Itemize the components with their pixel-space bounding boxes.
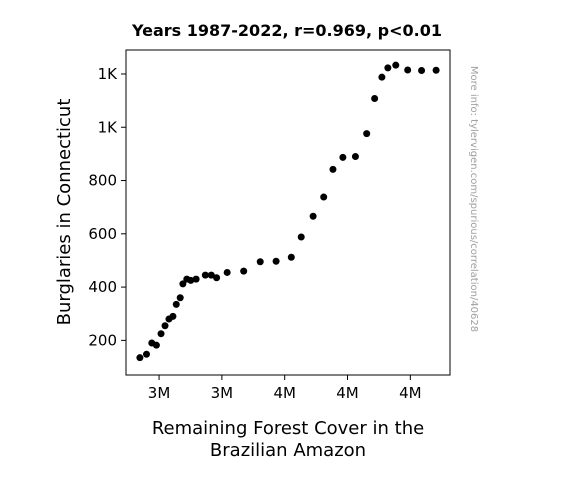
data-point	[201, 271, 209, 279]
x-tick-label: 4M	[399, 384, 422, 402]
data-point	[213, 274, 221, 282]
data-point	[384, 64, 392, 72]
x-axis-ticks: 3M 3M 4M 4M 4M	[148, 375, 422, 402]
data-point	[192, 275, 200, 283]
x-tick-label: 3M	[211, 384, 234, 402]
y-tick-label: 200	[88, 331, 117, 349]
data-point	[378, 73, 386, 81]
data-point	[309, 212, 317, 220]
data-point	[240, 267, 248, 275]
data-point	[176, 294, 184, 302]
x-axis-label-line-2: Brazilian Amazon	[210, 440, 366, 461]
data-point	[329, 165, 337, 173]
data-point	[179, 280, 187, 288]
data-point	[152, 341, 160, 349]
y-tick-label: 400	[88, 278, 117, 296]
y-tick-label: 1K	[98, 65, 119, 83]
data-point	[169, 312, 177, 320]
data-point	[371, 94, 379, 102]
data-point	[272, 257, 280, 265]
data-point	[432, 66, 440, 74]
y-axis-label: Burglaries in Connecticut	[54, 99, 75, 326]
data-point	[392, 61, 400, 69]
data-point	[142, 350, 150, 358]
plot-area	[125, 49, 451, 376]
data-point	[297, 233, 305, 241]
data-point	[207, 271, 215, 279]
data-point	[404, 66, 412, 74]
data-point	[157, 330, 165, 338]
data-points	[136, 61, 440, 362]
data-point	[287, 253, 295, 261]
data-point	[161, 322, 169, 330]
data-point	[418, 67, 426, 75]
data-point	[339, 153, 347, 161]
data-point	[351, 153, 359, 161]
data-point	[363, 130, 371, 138]
x-axis-label-line-1: Remaining Forest Cover in the	[152, 418, 424, 439]
data-point	[187, 276, 195, 284]
data-point	[136, 354, 144, 362]
y-tick-label: 1K	[98, 118, 119, 136]
y-tick-label: 800	[88, 172, 117, 190]
x-tick-label: 4M	[273, 384, 296, 402]
x-tick-label: 3M	[148, 384, 171, 402]
y-tick-label: 600	[88, 225, 117, 243]
data-point	[172, 300, 180, 308]
y-axis-ticks: 200 400 600 800 1K 1K	[88, 65, 126, 349]
watermark-text: More info: tylervigen.com/spurious/corre…	[468, 66, 479, 332]
chart-title: Years 1987-2022, r=0.969, p<0.01	[131, 21, 442, 40]
x-tick-label: 4M	[336, 384, 359, 402]
data-point	[256, 258, 264, 266]
data-point	[223, 268, 231, 276]
data-point	[320, 193, 328, 201]
